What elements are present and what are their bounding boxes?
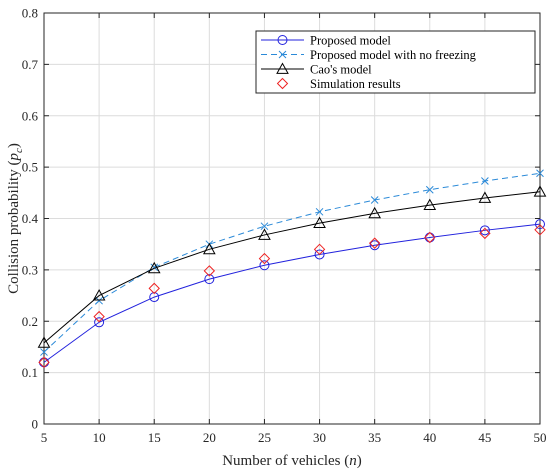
data-point <box>38 356 50 369</box>
data-point <box>204 274 215 285</box>
data-point <box>37 336 51 348</box>
y-tick-label: 0.4 <box>22 211 39 226</box>
legend-entry-proposed-model-with-no-freezing: Proposed model with no freezing <box>261 48 477 62</box>
data-point <box>313 243 326 256</box>
series-cao-s-model <box>37 185 547 348</box>
legend-label: Proposed model <box>310 33 391 47</box>
data-point <box>534 224 546 236</box>
y-axis-label: Collision probability (pc) <box>6 143 25 294</box>
y-tick-label: 0.3 <box>22 262 38 277</box>
x-axis: 5 10 15 20 25 30 35 40 45 50 <box>41 13 547 445</box>
data-point <box>260 222 269 231</box>
data-point <box>478 191 492 203</box>
y-tick-label: 0.1 <box>22 365 38 380</box>
legend-marker <box>276 77 289 90</box>
y-tick-label: 0 <box>32 417 39 432</box>
legend-marker <box>276 62 289 74</box>
data-point <box>258 252 271 265</box>
x-tick-label: 15 <box>148 430 161 445</box>
series-line <box>43 172 541 353</box>
x-tick-label: 40 <box>423 430 436 445</box>
data-point <box>95 296 103 305</box>
data-point <box>368 206 382 219</box>
legend-label: Proposed model with no freezing <box>310 48 477 62</box>
y-tick-label: 0.5 <box>22 160 38 175</box>
series-line <box>43 223 541 363</box>
data-point <box>481 177 489 185</box>
data-point <box>368 237 381 249</box>
data-point <box>313 216 326 229</box>
data-point <box>203 265 216 277</box>
x-tick-label: 30 <box>313 430 326 445</box>
x-tick-label: 10 <box>93 430 106 445</box>
series-layer <box>37 169 547 369</box>
data-point <box>148 282 160 295</box>
y-tick-label: 0.6 <box>22 108 39 123</box>
y-tick-label: 0.7 <box>22 57 39 72</box>
data-point <box>315 207 324 216</box>
legend-entry-simulation-results: Simulation results <box>276 77 401 91</box>
data-point <box>370 196 379 204</box>
data-point <box>94 317 105 328</box>
data-point <box>202 242 216 255</box>
y-axis: 0 0.1 0.2 0.3 0.4 0.5 0.6 0.7 0.8 <box>22 6 540 432</box>
x-tick-label: 45 <box>478 430 491 445</box>
data-point <box>479 227 491 240</box>
data-point <box>535 219 545 230</box>
series-simulation-results <box>38 224 546 369</box>
series-line <box>43 191 541 344</box>
data-point <box>424 231 436 244</box>
legend-label: Cao's model <box>310 62 372 76</box>
x-axis-label: Number of vehicles (n) <box>222 453 362 469</box>
data-point <box>479 225 490 236</box>
data-point <box>149 292 160 303</box>
legend-box <box>255 30 536 94</box>
y-tick-label: 0.8 <box>22 6 38 21</box>
x-tick-label: 5 <box>41 430 48 445</box>
data-point <box>258 228 271 240</box>
legend-entry-proposed-model: Proposed model <box>261 33 391 47</box>
y-tick-label: 0.2 <box>22 314 38 329</box>
data-point <box>536 169 544 178</box>
data-point <box>40 348 48 356</box>
legend-label: Simulation results <box>310 77 401 91</box>
data-point <box>93 310 105 323</box>
x-tick-label: 20 <box>203 430 216 445</box>
data-point <box>314 249 325 260</box>
data-point <box>259 260 270 271</box>
legend-marker <box>277 35 288 45</box>
x-tick-label: 50 <box>534 430 547 445</box>
legend-entry-cao-s-model: Cao's model <box>261 62 372 76</box>
data-point <box>423 198 437 211</box>
data-point <box>147 261 161 274</box>
data-point <box>369 240 380 251</box>
legend-marker <box>278 50 287 59</box>
data-point <box>92 289 106 301</box>
data-point <box>533 185 547 197</box>
data-point <box>425 185 434 194</box>
x-tick-label: 25 <box>258 430 271 445</box>
x-tick-label: 35 <box>368 430 381 445</box>
